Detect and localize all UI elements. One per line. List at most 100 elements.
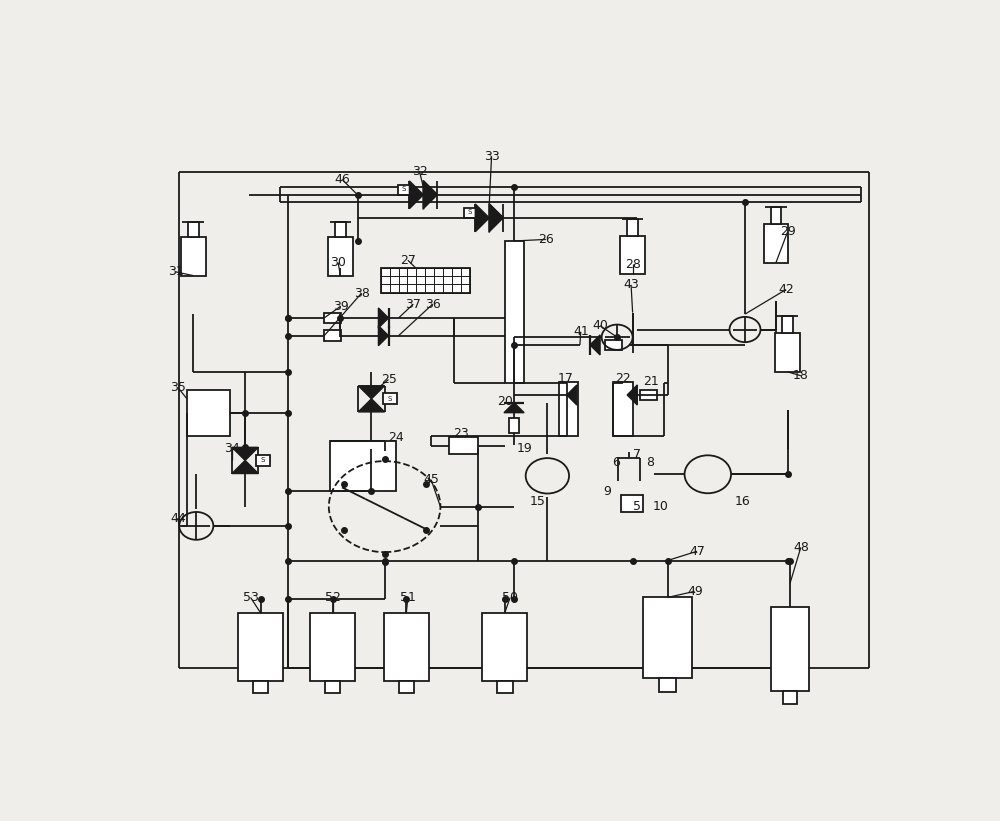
Text: 16: 16 bbox=[735, 495, 751, 507]
Bar bbox=[325, 681, 340, 693]
Bar bbox=[605, 340, 622, 351]
Text: 8: 8 bbox=[646, 456, 654, 470]
Bar bbox=[620, 236, 645, 274]
Polygon shape bbox=[409, 181, 423, 209]
Text: 51: 51 bbox=[400, 591, 416, 604]
Text: 15: 15 bbox=[530, 495, 545, 507]
Text: 9: 9 bbox=[603, 484, 611, 498]
Text: 41: 41 bbox=[573, 325, 589, 338]
Bar bbox=[381, 268, 470, 292]
Bar bbox=[771, 607, 809, 691]
Bar bbox=[659, 678, 676, 692]
Polygon shape bbox=[475, 204, 489, 232]
Bar bbox=[482, 613, 527, 681]
Text: 10: 10 bbox=[653, 500, 669, 513]
Bar bbox=[464, 208, 476, 218]
Text: S: S bbox=[468, 209, 472, 215]
Bar bbox=[627, 218, 638, 236]
Text: 43: 43 bbox=[623, 278, 639, 291]
Text: 37: 37 bbox=[406, 297, 421, 310]
Polygon shape bbox=[504, 402, 524, 413]
Text: 42: 42 bbox=[778, 283, 794, 296]
Text: 6: 6 bbox=[612, 456, 620, 470]
Text: 25: 25 bbox=[381, 373, 397, 386]
Text: 34: 34 bbox=[224, 443, 240, 456]
Text: 48: 48 bbox=[793, 541, 809, 554]
Polygon shape bbox=[378, 308, 388, 328]
Text: 49: 49 bbox=[687, 585, 703, 598]
Polygon shape bbox=[567, 385, 577, 405]
Polygon shape bbox=[423, 181, 437, 209]
Bar bbox=[559, 382, 578, 436]
Bar bbox=[238, 613, 283, 681]
Bar bbox=[324, 330, 341, 341]
Polygon shape bbox=[590, 335, 600, 355]
Text: 39: 39 bbox=[333, 300, 348, 313]
Text: 50: 50 bbox=[502, 591, 518, 604]
Text: 19: 19 bbox=[517, 443, 533, 456]
Bar bbox=[613, 382, 633, 436]
Polygon shape bbox=[232, 447, 258, 461]
Text: 20: 20 bbox=[497, 395, 513, 408]
Text: 45: 45 bbox=[423, 473, 439, 486]
Text: 31: 31 bbox=[168, 265, 183, 278]
Bar bbox=[256, 455, 270, 466]
Polygon shape bbox=[489, 204, 503, 232]
Text: 53: 53 bbox=[243, 591, 259, 604]
Text: 52: 52 bbox=[325, 591, 341, 604]
Bar bbox=[181, 237, 206, 276]
Bar bbox=[399, 681, 414, 693]
Bar bbox=[383, 393, 397, 404]
Text: 33: 33 bbox=[484, 149, 500, 163]
Bar bbox=[253, 681, 268, 693]
Bar bbox=[330, 441, 396, 491]
Polygon shape bbox=[358, 386, 385, 399]
Polygon shape bbox=[358, 399, 385, 412]
Text: 38: 38 bbox=[354, 287, 370, 300]
Bar bbox=[335, 222, 346, 237]
Text: 22: 22 bbox=[616, 372, 631, 384]
Text: 29: 29 bbox=[780, 225, 796, 238]
Text: 24: 24 bbox=[388, 431, 404, 444]
Text: 28: 28 bbox=[625, 258, 641, 271]
Text: 17: 17 bbox=[557, 372, 573, 384]
Text: 40: 40 bbox=[592, 319, 608, 333]
Bar bbox=[497, 681, 512, 693]
Bar bbox=[775, 333, 800, 372]
Bar bbox=[764, 224, 788, 263]
Text: 46: 46 bbox=[334, 173, 350, 186]
Text: 7: 7 bbox=[633, 447, 641, 461]
Bar bbox=[187, 390, 230, 436]
Polygon shape bbox=[378, 326, 388, 346]
Bar bbox=[310, 613, 355, 681]
Text: 18: 18 bbox=[793, 369, 809, 383]
Bar bbox=[188, 222, 199, 237]
Bar bbox=[621, 495, 643, 512]
Bar bbox=[398, 185, 410, 195]
Bar bbox=[328, 237, 353, 276]
Text: 44: 44 bbox=[170, 511, 186, 525]
Text: 47: 47 bbox=[689, 545, 705, 557]
Bar bbox=[783, 691, 797, 704]
Text: 27: 27 bbox=[400, 254, 416, 267]
Polygon shape bbox=[627, 385, 637, 405]
Bar bbox=[782, 316, 793, 333]
Bar bbox=[449, 438, 478, 454]
Bar bbox=[771, 207, 781, 224]
Text: 36: 36 bbox=[425, 297, 441, 310]
Text: 30: 30 bbox=[330, 256, 346, 269]
Bar bbox=[509, 418, 519, 433]
Text: 32: 32 bbox=[412, 165, 428, 178]
Text: S: S bbox=[388, 396, 392, 401]
Text: 26: 26 bbox=[538, 233, 554, 246]
Text: S: S bbox=[261, 457, 265, 463]
Bar bbox=[640, 390, 657, 401]
Bar bbox=[384, 613, 429, 681]
Bar bbox=[324, 313, 341, 323]
Text: 5: 5 bbox=[633, 500, 641, 513]
Text: 35: 35 bbox=[170, 381, 186, 394]
Bar bbox=[505, 241, 524, 383]
Text: 21: 21 bbox=[643, 374, 658, 388]
Text: 23: 23 bbox=[454, 427, 469, 440]
Polygon shape bbox=[232, 461, 258, 474]
